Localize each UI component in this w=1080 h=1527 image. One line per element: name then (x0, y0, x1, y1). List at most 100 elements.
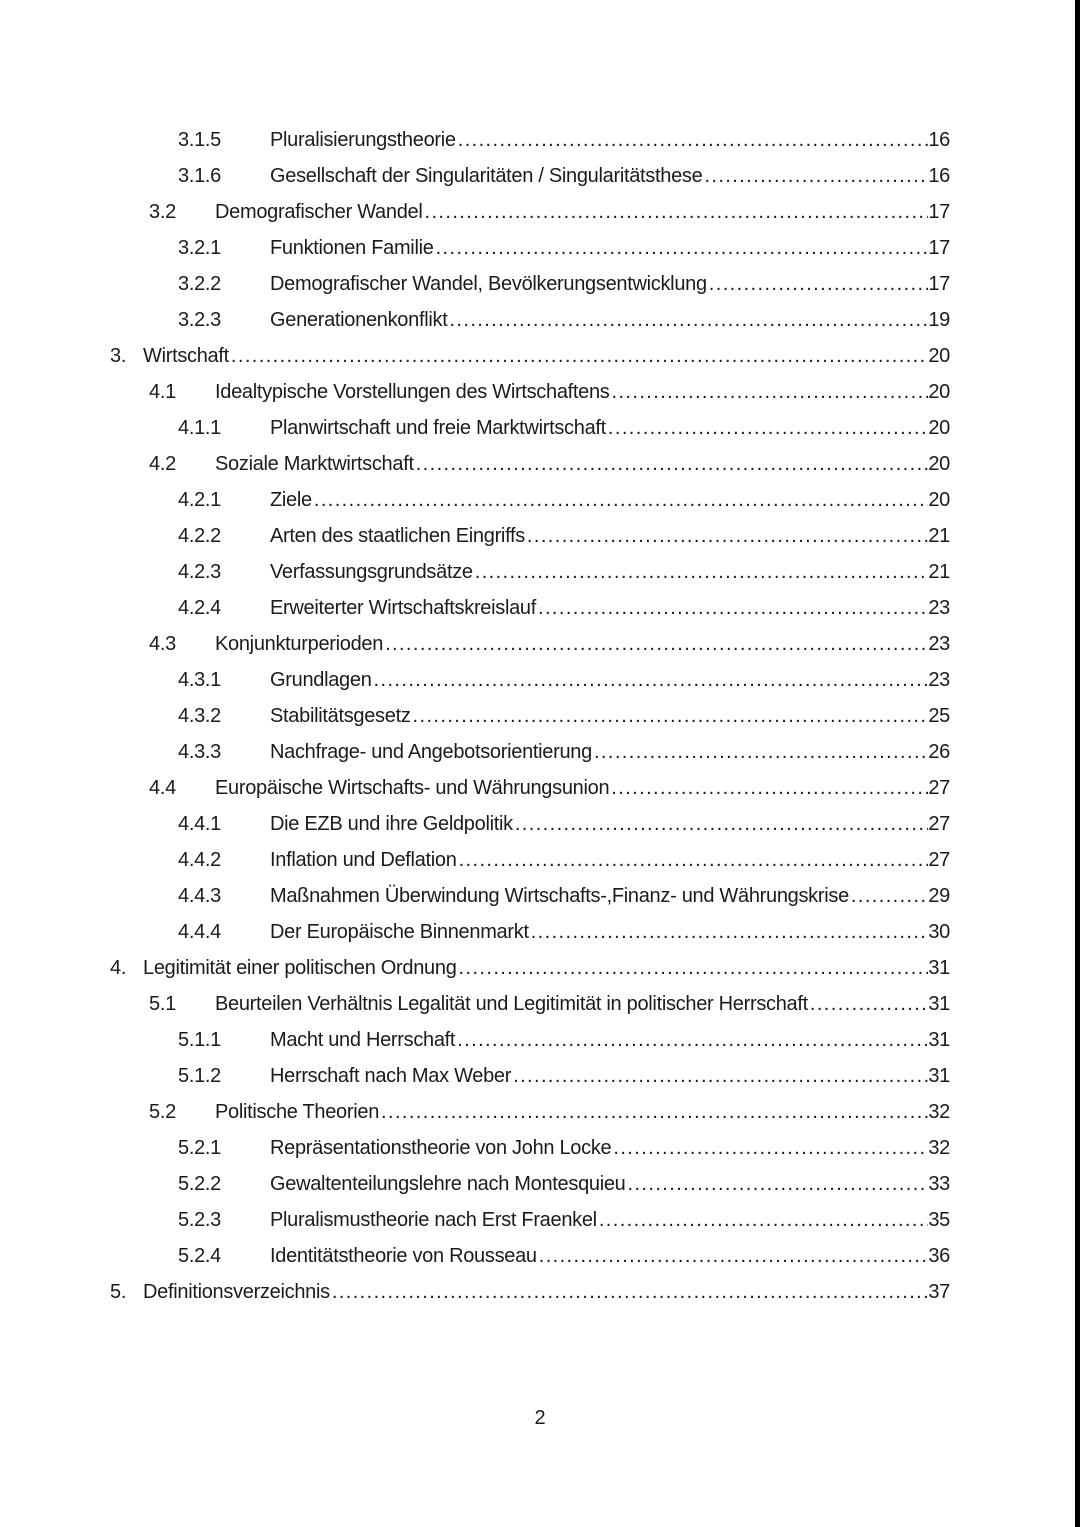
toc-leader-dots: ........................................… (607, 417, 929, 439)
toc-entry-page: 25 (928, 705, 950, 727)
toc-entry-title: Planwirtschaft und freie Marktwirtschaft (270, 417, 606, 439)
toc-leader-dots: ........................................… (850, 885, 929, 907)
toc-entry-page: 27 (928, 777, 950, 799)
toc-entry: 4.2.2 Arten des staatlichen Eingriffs....… (0, 518, 950, 554)
toc-entry-title: Legitimität einer politischen Ordnung (143, 957, 457, 979)
toc-entry-number: 5.1.2 (178, 1065, 221, 1087)
toc-leader-dots: ........................................… (385, 633, 928, 655)
toc-leader-dots: ........................................… (538, 1245, 929, 1267)
toc-entry-number: 4.2.4 (178, 597, 221, 619)
toc-entry-title: Repräsentationstheorie von John Locke (270, 1137, 612, 1159)
toc-list: 3.1.5 Pluralisierungstheorie.............… (0, 122, 950, 1310)
toc-entry-number: 4.1 (149, 381, 176, 403)
toc-leader-dots: ........................................… (474, 561, 929, 583)
toc-entry-title: Gewaltenteilungslehre nach Montesquieu (270, 1173, 626, 1195)
toc-entry: 5.2.3 Pluralismustheorie nach Erst Fraenk… (0, 1202, 950, 1238)
toc-entry-page: 27 (928, 849, 950, 871)
toc-entry-number: 4.4.3 (178, 885, 221, 907)
toc-leader-dots: ........................................… (373, 669, 929, 691)
toc-entry-title: Gesellschaft der Singularitäten / Singul… (270, 165, 703, 187)
toc-entry-number: 3.2.3 (178, 309, 221, 331)
toc-entry: 3.2.3 Generationenkonflikt...............… (0, 302, 950, 338)
toc-entry-title: Pluralismustheorie nach Erst Fraenkel (270, 1209, 597, 1231)
toc-entry-page: 20 (928, 417, 950, 439)
toc-entry-number: 5. (110, 1281, 127, 1303)
toc-leader-dots: ........................................… (458, 957, 929, 979)
toc-entry: 4.1.1 Planwirtschaft und freie Marktwirts… (0, 410, 950, 446)
toc-entry: 4.4.3 Maßnahmen Überwindung Wirtschafts-,… (0, 878, 950, 914)
toc-entry: 3.2.2 Demografischer Wandel, Bevölkerungs… (0, 266, 950, 302)
toc-entry: 4.4.4 Der Europäische Binnenmarkt........… (0, 914, 950, 950)
toc-entry: 5. Definitionsverzeichnis................… (0, 1274, 950, 1310)
page-number: 2 (534, 1407, 546, 1429)
toc-entry-page: 27 (928, 813, 950, 835)
toc-entry: 5.2 Politische Theorien..................… (0, 1094, 950, 1130)
toc-entry: 4.4.2 Inflation und Deflation............… (0, 842, 950, 878)
toc-entry-page: 31 (928, 993, 950, 1015)
toc-entry-number: 4. (110, 957, 127, 979)
toc-entry-title: Verfassungsgrundsätze (270, 561, 473, 583)
toc-entry-number: 5.2.2 (178, 1173, 221, 1195)
toc-entry-page: 20 (928, 345, 950, 367)
toc-entry-page: 23 (928, 633, 950, 655)
toc-entry-title: Nachfrage- und Angebotsorientierung (270, 741, 592, 763)
toc-entry-number: 3.2 (149, 201, 176, 223)
toc-leader-dots: ........................................… (331, 1281, 929, 1303)
toc-leader-dots: ........................................… (457, 129, 929, 151)
toc-entry-number: 4.4.1 (178, 813, 221, 835)
toc-entry-number: 3.1.5 (178, 129, 221, 151)
toc-entry: 5.2.4 Identitätstheorie von Rousseau.....… (0, 1238, 950, 1274)
toc-entry-number: 5.1 (149, 993, 176, 1015)
toc-entry: 4.4 Europäische Wirtschafts- und Währungs… (0, 770, 950, 806)
toc-entry-title: Die EZB und ihre Geldpolitik (270, 813, 513, 835)
toc-leader-dots: ........................................… (526, 525, 928, 547)
toc-leader-dots: ........................................… (708, 273, 929, 295)
toc-entry-title: Konjunkturperioden (215, 633, 384, 655)
toc-leader-dots: ........................................… (424, 201, 929, 223)
toc-entry-title: Demografischer Wandel, Bevölkerungsentwi… (270, 273, 707, 295)
toc-entry-page: 16 (928, 165, 950, 187)
toc-entry-title: Beurteilen Verhältnis Legalität und Legi… (215, 993, 808, 1015)
toc-entry-title: Erweiterter Wirtschaftskreislauf (270, 597, 537, 619)
toc-entry-title: Inflation und Deflation (270, 849, 457, 871)
toc-entry-number: 3.2.1 (178, 237, 221, 259)
toc-entry: 3. Wirtschaft............................… (0, 338, 950, 374)
toc-leader-dots: ........................................… (457, 1029, 929, 1051)
toc-entry-page: 30 (928, 921, 950, 943)
toc-leader-dots: ........................................… (230, 345, 928, 367)
toc-entry-page: 29 (928, 885, 950, 907)
toc-entry: 5.1 Beurteilen Verhältnis Legalität und L… (0, 986, 950, 1022)
toc-entry: 4.3.3 Nachfrage- und Angebotsorientierung… (0, 734, 950, 770)
toc-entry: 4.2 Soziale Marktwirtschaft..............… (0, 446, 950, 482)
toc-entry-page: 16 (928, 129, 950, 151)
toc-entry-number: 4.2 (149, 453, 176, 475)
toc-entry-number: 4.4 (149, 777, 176, 799)
toc-leader-dots: ........................................… (593, 741, 929, 763)
toc-entry: 4.2.1 Ziele..............................… (0, 482, 950, 518)
toc-entry: 3.1.5 Pluralisierungstheorie.............… (0, 122, 950, 158)
toc-entry-page: 23 (928, 669, 950, 691)
toc-entry-number: 5.2.3 (178, 1209, 221, 1231)
toc-entry: 3.1.6 Gesellschaft der Singularitäten / S… (0, 158, 950, 194)
toc-entry-title: Ziele (270, 489, 312, 511)
toc-entry-page: 32 (928, 1101, 950, 1123)
toc-entry-title: Identitätstheorie von Rousseau (270, 1245, 537, 1267)
toc-entry: 3.2 Demografischer Wandel................… (0, 194, 950, 230)
toc-entry: 4.3.2 Stabilitätsgesetz..................… (0, 698, 950, 734)
toc-entry-title: Pluralisierungstheorie (270, 129, 456, 151)
toc-entry-page: 17 (928, 273, 950, 295)
toc-entry-title: Demografischer Wandel (215, 201, 423, 223)
toc-leader-dots: ........................................… (530, 921, 929, 943)
toc-entry-page: 36 (928, 1245, 950, 1267)
toc-leader-dots: ........................................… (514, 813, 929, 835)
toc-leader-dots: ........................................… (513, 1065, 928, 1087)
toc-entry-page: 17 (928, 237, 950, 259)
toc-entry: 4.4.1 Die EZB und ihre Geldpolitik.......… (0, 806, 950, 842)
toc-entry-title: Soziale Marktwirtschaft (215, 453, 414, 475)
toc-leader-dots: ........................................… (611, 381, 929, 403)
toc-entry-title: Arten des staatlichen Eingriffs (270, 525, 525, 547)
toc-entry-number: 5.2.4 (178, 1245, 221, 1267)
toc-entry-page: 32 (928, 1137, 950, 1159)
toc-entry: 4.3 Konjunkturperioden...................… (0, 626, 950, 662)
toc-entry-title: Europäische Wirtschafts- und Währungsuni… (215, 777, 610, 799)
